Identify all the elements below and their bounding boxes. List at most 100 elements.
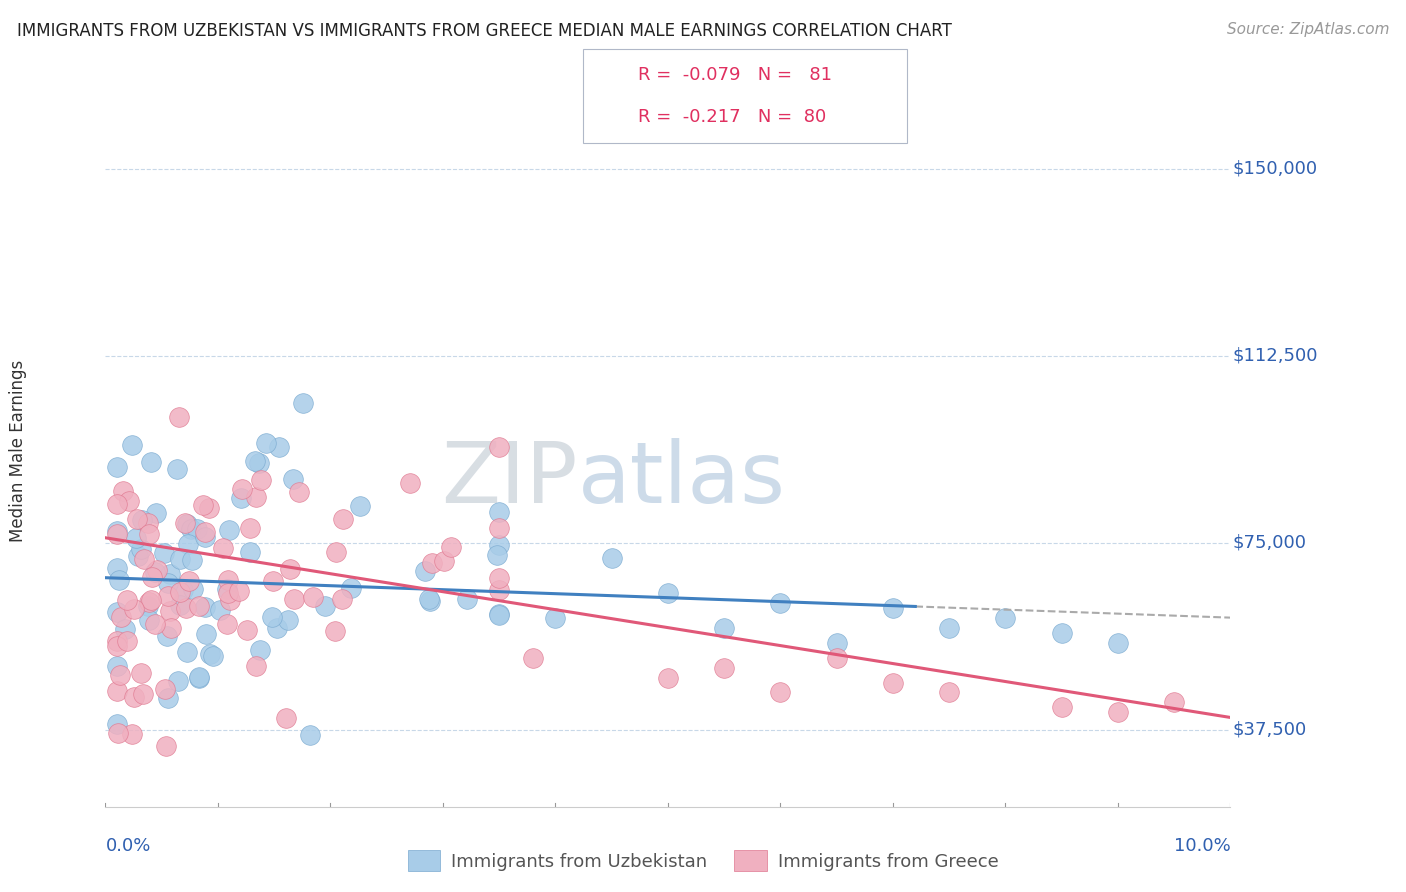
Text: IMMIGRANTS FROM UZBEKISTAN VS IMMIGRANTS FROM GREECE MEDIAN MALE EARNINGS CORREL: IMMIGRANTS FROM UZBEKISTAN VS IMMIGRANTS… xyxy=(17,22,952,40)
Point xyxy=(141,570,163,584)
Point xyxy=(125,512,148,526)
Point xyxy=(181,582,204,596)
Point xyxy=(156,690,179,705)
Point xyxy=(121,438,143,452)
Point xyxy=(191,498,214,512)
Point xyxy=(105,460,128,475)
Point xyxy=(281,472,304,486)
Point xyxy=(111,483,134,498)
Point xyxy=(194,530,217,544)
Point xyxy=(107,726,129,740)
Point xyxy=(114,623,136,637)
Point xyxy=(254,436,277,450)
Point xyxy=(188,671,211,685)
Point xyxy=(153,682,176,697)
Point xyxy=(129,542,152,557)
Point xyxy=(215,617,238,632)
Point xyxy=(131,513,153,527)
Point xyxy=(1050,700,1073,714)
Point xyxy=(994,610,1017,624)
Point xyxy=(217,573,239,587)
Point xyxy=(332,591,354,606)
Point xyxy=(399,475,422,490)
Point xyxy=(105,527,128,541)
Point xyxy=(215,582,238,596)
Point xyxy=(167,410,190,425)
Point xyxy=(138,527,160,541)
Point xyxy=(219,593,242,607)
Point xyxy=(522,650,544,665)
Point xyxy=(209,603,232,617)
Point xyxy=(115,593,138,607)
Point xyxy=(159,566,181,581)
Point xyxy=(488,607,510,622)
Point xyxy=(488,440,510,454)
Point xyxy=(769,685,792,699)
Point xyxy=(211,541,233,555)
Point xyxy=(127,549,149,563)
Point xyxy=(159,604,181,618)
Point xyxy=(156,589,179,603)
Point xyxy=(166,461,188,475)
Point xyxy=(145,506,167,520)
Point xyxy=(713,660,735,674)
Point xyxy=(488,505,510,519)
Point xyxy=(105,605,128,619)
Point xyxy=(298,728,321,742)
Point xyxy=(1050,625,1073,640)
Point xyxy=(107,574,129,588)
Point xyxy=(194,599,217,614)
Point xyxy=(138,595,160,609)
Point xyxy=(146,563,169,577)
Point xyxy=(418,592,440,607)
Point xyxy=(132,687,155,701)
Point xyxy=(488,582,510,597)
Point xyxy=(332,512,354,526)
Point xyxy=(825,635,848,649)
Point xyxy=(194,627,217,641)
Text: Source: ZipAtlas.com: Source: ZipAtlas.com xyxy=(1226,22,1389,37)
Point xyxy=(287,485,309,500)
Point xyxy=(118,493,141,508)
Point xyxy=(250,473,273,487)
Point xyxy=(488,521,510,535)
Point xyxy=(172,583,194,598)
Point xyxy=(277,613,299,627)
Point xyxy=(169,585,191,599)
Point xyxy=(105,524,128,539)
Text: R =  -0.217   N =  80: R = -0.217 N = 80 xyxy=(638,108,827,126)
Text: $37,500: $37,500 xyxy=(1233,721,1306,739)
Point xyxy=(143,565,166,579)
Point xyxy=(136,516,159,531)
Point xyxy=(340,581,363,595)
Point xyxy=(105,659,128,673)
Point xyxy=(433,554,456,568)
Point xyxy=(231,491,253,506)
Point xyxy=(1107,706,1129,720)
Point xyxy=(180,553,202,567)
Point xyxy=(600,550,623,565)
Point xyxy=(488,538,510,552)
Text: $75,000: $75,000 xyxy=(1233,533,1306,552)
Point xyxy=(122,602,145,616)
Point xyxy=(173,516,195,531)
Text: 10.0%: 10.0% xyxy=(1174,838,1230,855)
Point xyxy=(262,610,284,624)
Point xyxy=(247,456,270,470)
Point xyxy=(141,455,163,469)
Point xyxy=(349,500,371,514)
Point xyxy=(176,644,198,658)
Point xyxy=(159,621,181,635)
Point xyxy=(419,593,441,607)
Point xyxy=(882,600,904,615)
Point xyxy=(938,685,960,699)
Point xyxy=(302,590,325,604)
Point xyxy=(1163,696,1185,710)
Point xyxy=(488,571,510,585)
Point xyxy=(188,670,211,684)
Point xyxy=(657,585,679,599)
Point xyxy=(124,690,146,704)
Point xyxy=(179,574,201,588)
Point xyxy=(274,711,297,725)
Point xyxy=(882,675,904,690)
